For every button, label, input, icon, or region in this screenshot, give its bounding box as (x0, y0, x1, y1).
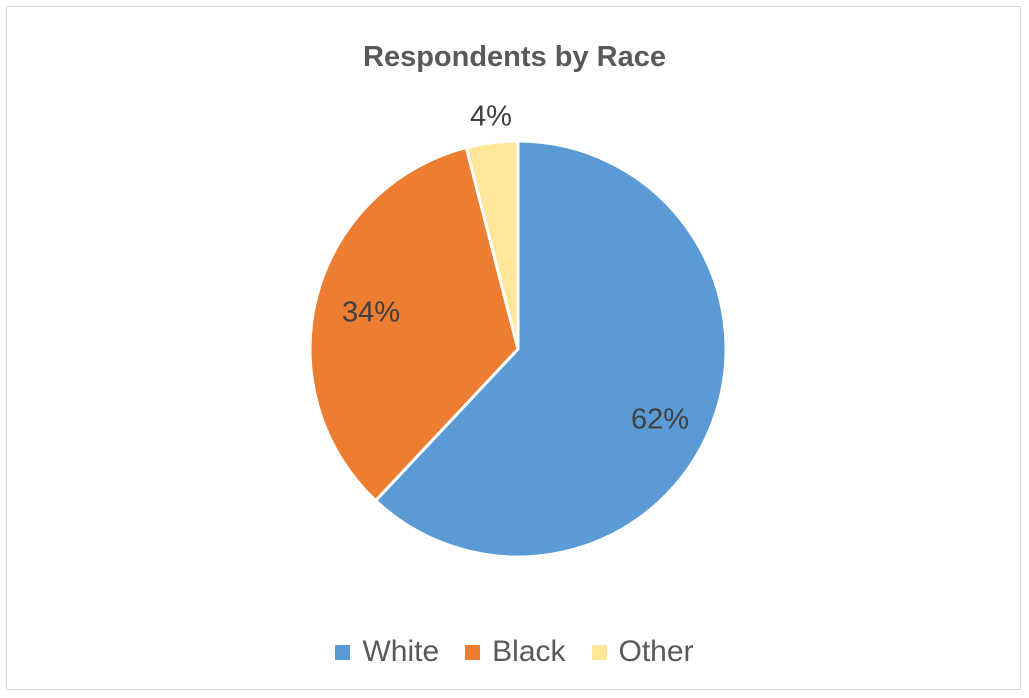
legend: White Black Other (7, 635, 1022, 669)
legend-label-white: White (362, 635, 440, 668)
data-label-black: 34% (342, 297, 400, 329)
pie-slice-black (308, 146, 520, 503)
legend-label-black: Black (492, 635, 566, 668)
chart-title: Respondents by Race (363, 41, 666, 73)
pie-slice-other (464, 139, 520, 351)
legend-label-other: Other (618, 635, 694, 668)
pie-chart: 62% 34% 4% (308, 101, 728, 559)
data-label-other: 4% (470, 101, 512, 133)
legend-item-other: Other (591, 635, 694, 669)
chart-frame: Respondents by Race 62% 34% 4% White Black… (6, 6, 1021, 690)
legend-item-black: Black (465, 635, 566, 669)
data-label-white: 62% (631, 404, 689, 436)
legend-swatch-white (335, 644, 351, 660)
legend-swatch-black (465, 644, 481, 660)
pie-slice-white (374, 139, 728, 559)
legend-item-white: White (335, 635, 439, 669)
legend-swatch-other (591, 644, 607, 660)
